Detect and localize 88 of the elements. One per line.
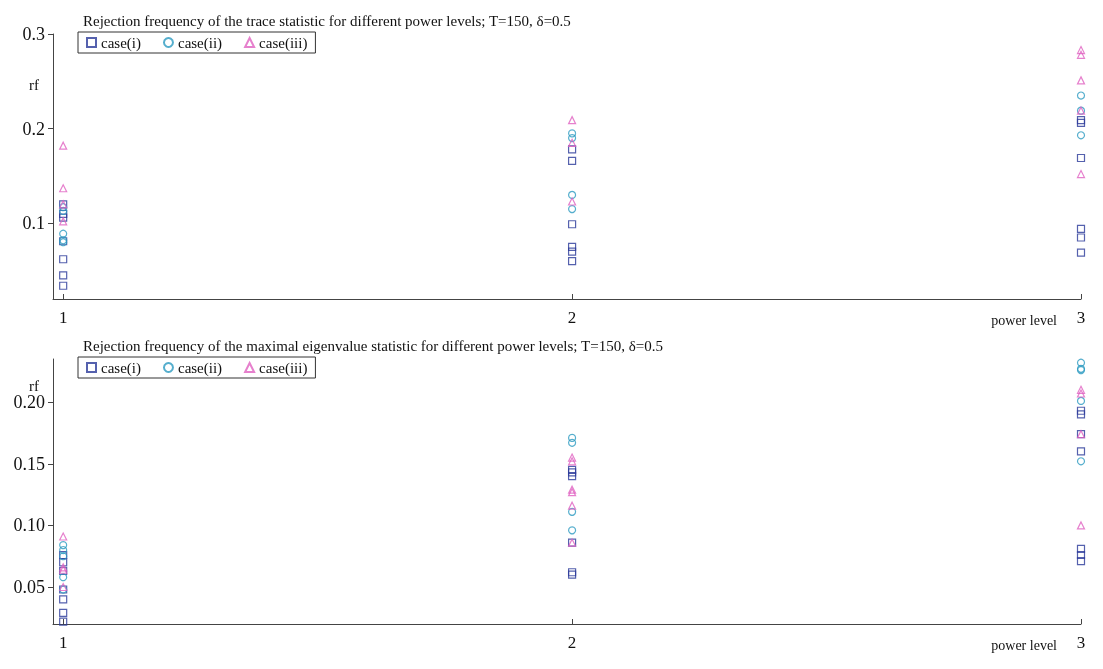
point	[567, 220, 577, 229]
point	[568, 438, 577, 447]
point	[59, 608, 68, 618]
point	[1076, 50, 1086, 59]
legend-label: case(i)	[101, 34, 141, 52]
point	[59, 617, 68, 626]
point	[1076, 550, 1086, 560]
point	[1076, 557, 1086, 566]
chart-title: Rejection frequency of the maximal eigenvalue statistic for different power levels; T=150, δ=0.5	[83, 337, 663, 354]
point	[59, 255, 68, 264]
point	[1076, 91, 1086, 100]
point	[59, 558, 68, 567]
y-tick-label: 0.05	[13, 577, 45, 598]
point	[1076, 118, 1086, 128]
point	[59, 281, 68, 290]
y-tick-label: 0.10	[13, 515, 45, 536]
legend-label: case(iii)	[259, 34, 308, 52]
y-tick-label: 0.15	[13, 453, 45, 474]
point	[567, 485, 577, 494]
point	[1076, 358, 1086, 367]
point	[1076, 544, 1086, 553]
point	[1076, 224, 1086, 234]
point	[567, 145, 577, 154]
point	[568, 433, 577, 442]
point	[1076, 153, 1086, 163]
legend-label: case(ii)	[177, 34, 223, 52]
point	[59, 595, 68, 604]
point	[567, 257, 577, 266]
point	[1076, 45, 1086, 55]
point	[59, 184, 68, 193]
y-axis-title: rf	[29, 76, 39, 93]
point	[59, 141, 68, 150]
x-tick-label: 3	[1076, 308, 1086, 327]
point	[567, 156, 577, 165]
point	[567, 488, 577, 497]
y-tick-label: 0.3	[22, 24, 45, 44]
point	[568, 134, 577, 143]
y-axis-title: rf	[29, 377, 39, 394]
point	[568, 507, 577, 516]
point	[567, 197, 577, 206]
legend-label: case(iii)	[259, 359, 308, 377]
point	[59, 532, 68, 541]
point	[59, 229, 68, 238]
point	[568, 204, 577, 214]
point	[567, 457, 577, 466]
point	[1076, 76, 1086, 85]
point	[59, 573, 68, 582]
point	[1076, 131, 1086, 140]
point	[567, 247, 577, 256]
point	[567, 471, 577, 481]
y-tick-label: 0.20	[13, 392, 45, 413]
point	[59, 271, 68, 280]
legend-label: case(i)	[101, 359, 141, 377]
point	[1076, 406, 1086, 415]
point	[1076, 385, 1086, 394]
point	[567, 242, 577, 252]
chart-title: Rejection frequency of the trace statistic for different power levels; T=150, δ=0.5	[83, 12, 571, 29]
point	[59, 545, 68, 555]
point	[1076, 457, 1086, 466]
point	[568, 129, 577, 138]
point	[568, 190, 577, 199]
point	[1076, 410, 1086, 419]
x-tick-label: 2	[567, 633, 577, 652]
legend-label: case(ii)	[177, 359, 223, 377]
point	[1076, 447, 1086, 456]
point	[567, 138, 577, 147]
point	[59, 213, 68, 222]
point	[1076, 389, 1086, 398]
x-tick-label: 2	[567, 308, 577, 327]
point	[59, 541, 68, 550]
point	[567, 453, 577, 462]
point	[1076, 521, 1086, 530]
x-tick-label: 1	[58, 308, 68, 327]
point	[1076, 169, 1086, 179]
x-tick-label: 1	[58, 633, 68, 652]
point	[1076, 233, 1086, 242]
point	[568, 526, 577, 535]
point	[59, 217, 68, 226]
y-tick-label: 0.2	[22, 118, 45, 139]
point	[567, 116, 577, 125]
point	[1076, 116, 1086, 125]
point	[1076, 396, 1086, 406]
y-tick-label: 0.1	[22, 213, 45, 234]
x-axis-title: power level	[991, 312, 1058, 328]
x-tick-label: 3	[1076, 633, 1086, 652]
x-axis-title: power level	[991, 637, 1058, 653]
point	[567, 501, 577, 510]
point	[1076, 248, 1086, 257]
